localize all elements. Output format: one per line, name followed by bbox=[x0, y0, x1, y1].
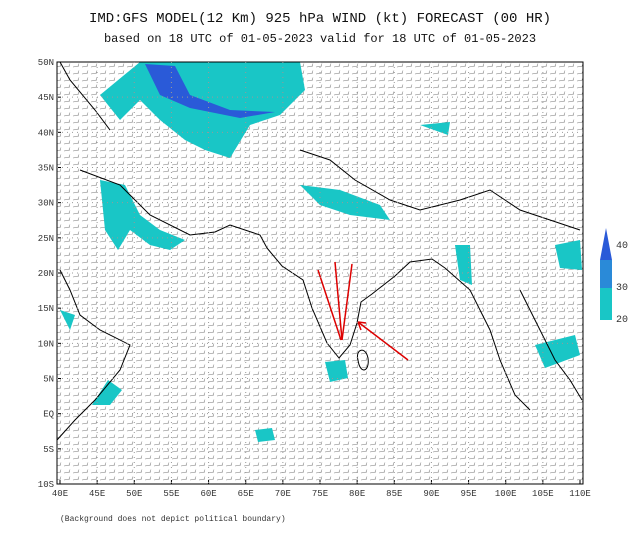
legend-label: 40 bbox=[616, 241, 628, 252]
latitude-label: 5N bbox=[43, 375, 54, 385]
longitude-label: 55E bbox=[163, 489, 179, 499]
longitude-label: 45E bbox=[89, 489, 105, 499]
latitude-label: 15N bbox=[38, 304, 54, 314]
longitude-label: 105E bbox=[532, 489, 554, 499]
longitude-label: 70E bbox=[275, 489, 291, 499]
latitude-axis: 50N 45N 40N 35N 30N 25N 20N 15N 10N 5N EQ 5S 10S bbox=[38, 58, 583, 490]
annotation-arrows bbox=[317, 261, 409, 361]
longitude-label: 65E bbox=[238, 489, 254, 499]
longitude-label: 90E bbox=[423, 489, 439, 499]
wind-shading bbox=[60, 62, 582, 442]
longitude-label: 85E bbox=[386, 489, 402, 499]
latitude-label: 35N bbox=[38, 164, 54, 174]
footnote: (Background does not depict political bo… bbox=[60, 515, 286, 524]
longitude-label: 100E bbox=[495, 489, 517, 499]
longitude-label: 50E bbox=[126, 489, 142, 499]
subtitle: based on 18 UTC of 01-05-2023 valid for … bbox=[104, 32, 536, 46]
longitude-axis: 40E 45E 50E 55E 60E 65E 70E 75E 80E 85E 90E 95E 100E… bbox=[52, 62, 591, 499]
latitude-label: 10N bbox=[38, 339, 54, 349]
legend: 40 30 20 bbox=[600, 228, 628, 326]
longitude-label: 110E bbox=[569, 489, 591, 499]
latitude-label: 10S bbox=[38, 480, 54, 490]
longitude-label: 95E bbox=[460, 489, 476, 499]
legend-label: 20 bbox=[616, 315, 628, 326]
latitude-label: 50N bbox=[38, 58, 54, 68]
latitude-label: 20N bbox=[38, 269, 54, 279]
latitude-label: 40N bbox=[38, 128, 54, 138]
longitude-label: 75E bbox=[312, 489, 328, 499]
map-frame: 50N 45N 40N 35N 30N 25N 20N 15N 10N 5N EQ 5S 10S 40E… bbox=[38, 58, 591, 499]
latitude-label: 45N bbox=[38, 93, 54, 103]
title: IMD:GFS MODEL(12 Km) 925 hPa WIND (kt) F… bbox=[89, 11, 551, 27]
latitude-label: 30N bbox=[38, 199, 54, 209]
longitude-label: 60E bbox=[200, 489, 216, 499]
latitude-label: 5S bbox=[43, 445, 54, 455]
longitude-label: 80E bbox=[349, 489, 365, 499]
latitude-label: EQ bbox=[43, 410, 54, 420]
legend-label: 30 bbox=[616, 283, 628, 294]
longitude-label: 40E bbox=[52, 489, 68, 499]
latitude-label: 25N bbox=[38, 234, 54, 244]
